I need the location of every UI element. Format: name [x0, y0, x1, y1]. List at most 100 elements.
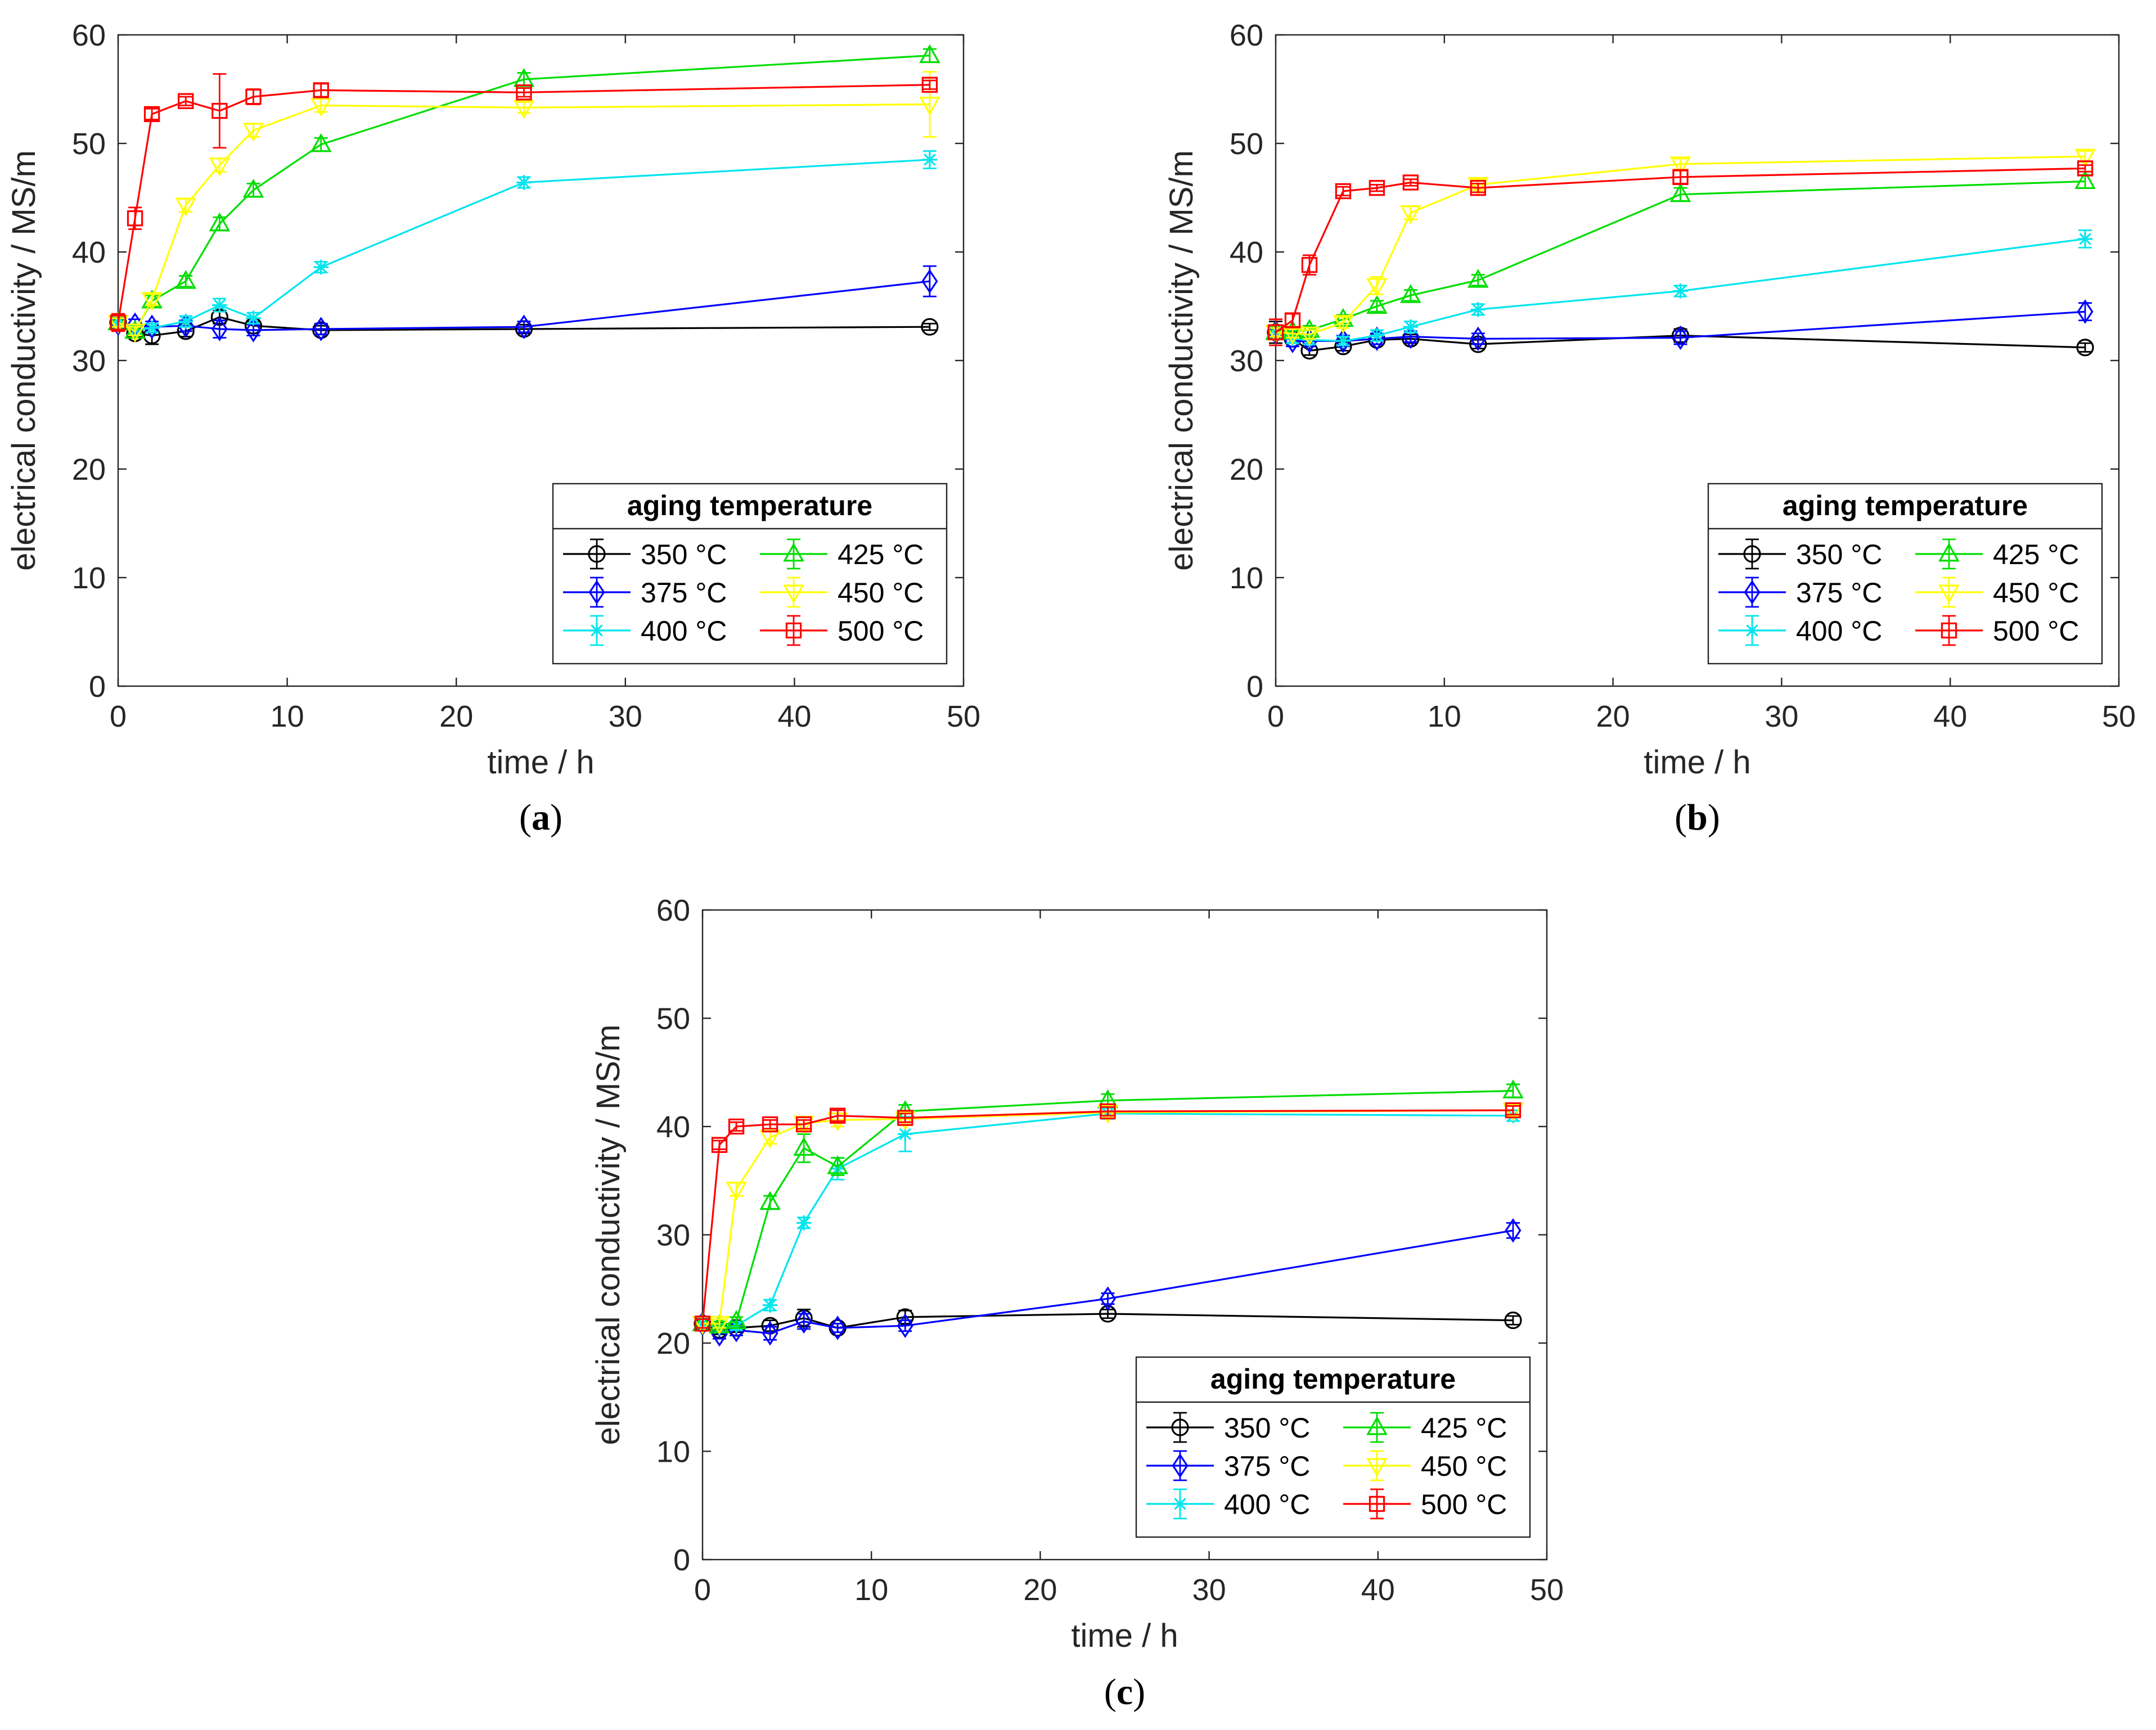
legend-marker	[1366, 1458, 1388, 1477]
data-point-marker	[897, 1313, 913, 1338]
data-point-marker	[762, 1116, 778, 1133]
legend-marker	[1941, 622, 1957, 639]
y-tick-label: 0	[673, 1543, 690, 1577]
panel-label-close: )	[550, 797, 562, 838]
y-axis-label: electrical conductivity / MS/m	[6, 150, 42, 571]
x-tick-label: 10	[1428, 700, 1461, 733]
data-point-marker	[1505, 1218, 1522, 1243]
legend-entry: 375 °C	[1718, 576, 1882, 609]
legend-entry: 500 °C	[1343, 1488, 1507, 1520]
legend-marker	[1744, 623, 1760, 638]
data-point-marker	[1505, 1102, 1522, 1119]
y-tick-label: 40	[72, 236, 106, 269]
data-point-marker	[246, 310, 261, 326]
legend-marker	[1369, 1495, 1385, 1512]
data-point-marker	[1400, 284, 1421, 303]
data-point-marker	[709, 1315, 730, 1335]
legend-entry: 400 °C	[563, 615, 727, 647]
x-tick-label: 40	[777, 700, 811, 733]
y-tick-label: 20	[1230, 453, 1263, 486]
panel-label-letter: c	[1117, 1672, 1133, 1713]
data-point-marker	[2077, 160, 2094, 177]
data-point-marker	[762, 1298, 778, 1313]
data-point-marker	[759, 1191, 781, 1210]
x-tick-label: 30	[609, 700, 642, 733]
data-point-marker	[728, 1118, 745, 1135]
legend-label: 350 °C	[1796, 539, 1882, 570]
x-tick-label: 30	[1192, 1573, 1226, 1607]
legend-label: 400 °C	[1224, 1489, 1310, 1520]
data-point-marker	[2076, 339, 2094, 357]
data-point-marker	[175, 197, 197, 217]
data-point-marker	[1333, 314, 1354, 334]
data-point-marker	[2077, 299, 2094, 324]
y-tick-label: 40	[1230, 236, 1263, 269]
data-point-marker	[711, 1322, 728, 1347]
data-point-marker	[242, 178, 264, 198]
data-point-marker	[1335, 183, 1352, 200]
y-tick-label: 30	[1230, 344, 1263, 378]
legend-marker	[588, 580, 605, 605]
data-point-marker	[1299, 327, 1320, 346]
data-point-marker	[1099, 1305, 1117, 1323]
data-point-marker	[211, 102, 228, 119]
panel-label-close: )	[1133, 1672, 1145, 1713]
legend-entry: 500 °C	[1915, 615, 2079, 647]
data-point-marker	[2074, 148, 2096, 168]
legend: aging temperature 350 °C 375 °C 400 °C 425 °…	[552, 483, 948, 665]
data-point-marker	[1366, 295, 1388, 314]
data-point-marker	[1369, 179, 1385, 196]
legend-label: 350 °C	[641, 539, 727, 570]
y-tick-label: 60	[656, 894, 690, 927]
chart-panel-c: 0 10 20 30 40 50 0 10 20 30 40 50 60 time / h electric…	[590, 894, 1564, 1713]
x-tick-label: 0	[110, 700, 127, 733]
legend-box	[1135, 1356, 1531, 1538]
legend-entry: 425 °C	[1915, 538, 2079, 570]
legend-box	[552, 483, 948, 665]
legend-marker	[1172, 1453, 1189, 1478]
panel-label-open: (	[1675, 797, 1687, 838]
data-point-marker	[245, 88, 262, 105]
x-tick-label: 10	[854, 1573, 888, 1607]
data-point-marker	[211, 317, 228, 341]
y-tick-label: 10	[72, 561, 106, 595]
y-tick-label: 50	[656, 1002, 690, 1036]
y-tick-label: 30	[72, 344, 106, 378]
x-tick-label: 10	[271, 700, 304, 733]
legend-title: aging temperature	[1210, 1363, 1456, 1395]
legend-entry: 450 °C	[1915, 576, 2079, 609]
y-tick-label: 40	[656, 1110, 690, 1144]
data-point-marker	[1402, 324, 1419, 349]
y-tick-label: 60	[72, 19, 106, 52]
legend-title: aging temperature	[627, 490, 872, 521]
data-point-marker	[919, 44, 940, 64]
legend-label: 375 °C	[1224, 1450, 1310, 1482]
legend-marker	[1938, 542, 1960, 562]
x-axis-label: time / h	[1071, 1618, 1178, 1654]
data-point-marker	[110, 314, 127, 331]
x-axis-label: time / h	[1644, 744, 1750, 781]
data-point-marker	[513, 100, 535, 119]
data-point-marker	[1267, 324, 1284, 341]
legend-entry: 400 °C	[1718, 615, 1882, 647]
data-point-marker	[245, 318, 262, 343]
legend-marker	[1743, 545, 1761, 563]
legend: aging temperature 350 °C 375 °C 400 °C 425 °…	[1135, 1356, 1531, 1538]
legend-marker	[783, 542, 804, 562]
data-point-marker	[242, 123, 264, 142]
data-point-marker	[795, 1309, 812, 1334]
data-point-marker	[313, 82, 329, 98]
data-point-marker	[694, 1315, 711, 1332]
data-point-marker	[312, 321, 330, 339]
data-point-marker	[313, 259, 329, 275]
legend-label: 375 °C	[1796, 577, 1882, 609]
legend-marker	[1366, 1416, 1388, 1435]
x-tick-label: 20	[1596, 700, 1630, 733]
panel-label-letter: a	[532, 797, 550, 838]
data-point-marker	[209, 157, 231, 177]
data-point-marker	[894, 1111, 916, 1130]
legend-entry: 450 °C	[760, 576, 924, 609]
data-point-marker	[1100, 1103, 1116, 1120]
legend-marker	[783, 584, 804, 604]
